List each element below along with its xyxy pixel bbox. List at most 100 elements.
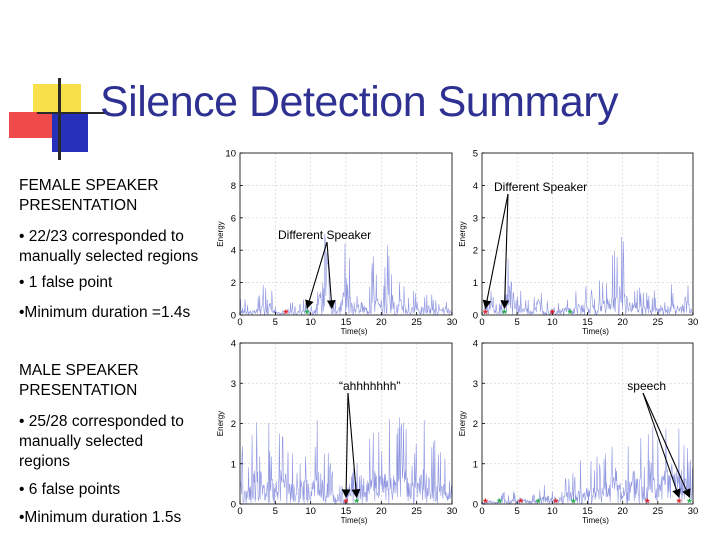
male-bullet-match-cont: manually selected <box>19 433 144 450</box>
annotation-label: “ahhhhhhh” <box>339 379 400 393</box>
annotation-arrow <box>642 392 691 499</box>
x-tick-label: 15 <box>582 317 593 328</box>
energy-chart-1: 0 5 10 15 20 25 30 0 2 4 6 8 10 Time(s) Energy Differen… <box>216 149 457 337</box>
female-bullet-false: • 1 false point <box>19 274 113 291</box>
y-tick-label: 0 <box>231 500 236 511</box>
energy-chart-3: 0 5 10 15 20 25 30 0 1 2 3 4 Time(s) Energy “ahhhhhhh”… <box>216 339 457 526</box>
x-tick-label: 0 <box>479 506 484 517</box>
x-tick-label: 20 <box>617 317 628 328</box>
x-tick-label: 0 <box>479 317 484 328</box>
y-tick-label: 3 <box>231 379 236 390</box>
x-axis-label: Time(s) <box>341 516 368 525</box>
decor-vertical-line <box>58 78 61 160</box>
y-axis-label: Energy <box>458 411 467 436</box>
green-boundary-marker: * <box>687 496 692 510</box>
energy-signal-line <box>481 426 694 505</box>
annotation-arrow <box>500 193 510 310</box>
energy-chart-4: 0 5 10 15 20 25 30 0 1 2 3 4 Time(s) Energy speech * * * *… <box>458 339 698 526</box>
female-bullet-duration: •Minimum duration =1.4s <box>19 304 191 321</box>
y-tick-label: 3 <box>473 213 478 224</box>
red-boundary-marker: * <box>554 496 559 510</box>
y-tick-label: 2 <box>473 246 478 257</box>
annotation-label: speech <box>627 379 666 393</box>
y-axis-label: Energy <box>216 221 225 246</box>
x-tick-label: 15 <box>582 506 593 517</box>
annotation-arrow <box>642 392 681 499</box>
green-boundary-marker: * <box>354 496 359 510</box>
female-heading: FEMALE SPEAKER <box>19 177 159 194</box>
decor-red-square <box>9 112 53 138</box>
x-tick-label: 30 <box>447 506 458 517</box>
x-tick-label: 25 <box>411 317 422 328</box>
male-bullet-match-cont-2: regions <box>19 453 70 470</box>
x-tick-label: 15 <box>341 506 352 517</box>
x-tick-label: 25 <box>653 506 664 517</box>
energy-signal-line <box>481 236 694 316</box>
x-tick-label: 30 <box>688 317 699 328</box>
female-heading-2: PRESENTATION <box>19 197 138 214</box>
x-tick-label: 15 <box>341 317 352 328</box>
y-tick-label: 1 <box>473 459 478 470</box>
y-axis-label: Energy <box>216 411 225 436</box>
y-tick-label: 0 <box>473 311 478 322</box>
energy-signal-line <box>239 233 453 316</box>
y-tick-label: 0 <box>473 500 478 511</box>
decor-horizontal-line <box>37 112 109 114</box>
red-boundary-marker: * <box>483 496 488 510</box>
y-tick-label: 5 <box>473 149 478 160</box>
x-tick-label: 5 <box>515 317 520 328</box>
x-axis-label: Time(s) <box>582 516 609 525</box>
green-boundary-marker: * <box>571 496 576 510</box>
male-heading-2: PRESENTATION <box>19 382 138 399</box>
annotation-arrow <box>305 241 328 310</box>
green-boundary-marker: * <box>568 307 573 321</box>
x-tick-label: 0 <box>237 506 242 517</box>
x-tick-label: 20 <box>376 317 387 328</box>
x-tick-label: 10 <box>305 317 316 328</box>
female-bullet-match: • 22/23 corresponded to <box>19 228 184 245</box>
red-boundary-marker: * <box>645 496 650 510</box>
y-tick-label: 2 <box>473 419 478 430</box>
x-tick-label: 5 <box>515 506 520 517</box>
x-tick-label: 5 <box>273 317 278 328</box>
y-tick-label: 4 <box>231 246 236 257</box>
green-boundary-marker: * <box>497 496 502 510</box>
red-boundary-marker: * <box>550 307 555 321</box>
y-tick-label: 4 <box>473 181 478 192</box>
annotation-label: Different Speaker <box>494 180 587 194</box>
green-boundary-marker: * <box>502 307 507 321</box>
annotation-arrow <box>347 392 361 499</box>
x-tick-label: 0 <box>237 317 242 328</box>
y-tick-label: 2 <box>231 419 236 430</box>
annotation-arrow <box>482 193 509 310</box>
x-axis-label: Time(s) <box>582 327 609 336</box>
y-tick-label: 2 <box>231 278 236 289</box>
x-tick-label: 10 <box>547 317 558 328</box>
y-tick-label: 1 <box>231 459 236 470</box>
x-tick-label: 25 <box>411 506 422 517</box>
y-tick-label: 4 <box>473 339 478 350</box>
annotation-label: Different Speaker <box>278 228 371 242</box>
x-tick-label: 30 <box>688 506 699 517</box>
y-tick-label: 6 <box>231 213 236 224</box>
male-bullet-match: • 25/28 corresponded to <box>19 413 184 430</box>
red-boundary-marker: * <box>677 496 682 510</box>
y-tick-label: 8 <box>231 181 236 192</box>
energy-chart-2: 0 5 10 15 20 25 30 0 1 2 3 4 5 Time(s) Energy Different… <box>458 149 698 337</box>
male-heading: MALE SPEAKER <box>19 362 139 379</box>
x-tick-label: 5 <box>273 506 278 517</box>
y-tick-label: 0 <box>231 311 236 322</box>
y-tick-label: 10 <box>225 149 236 160</box>
annotation-arrow <box>326 241 336 310</box>
slide-title: Silence Detection Summary <box>100 78 619 126</box>
x-tick-label: 10 <box>547 506 558 517</box>
green-boundary-marker: * <box>305 307 310 321</box>
annotation-arrow <box>341 392 351 499</box>
x-tick-label: 10 <box>305 506 316 517</box>
x-tick-label: 20 <box>376 506 387 517</box>
red-boundary-marker: * <box>284 307 289 321</box>
y-tick-label: 1 <box>473 278 478 289</box>
green-boundary-marker: * <box>536 496 541 510</box>
x-tick-label: 25 <box>653 317 664 328</box>
